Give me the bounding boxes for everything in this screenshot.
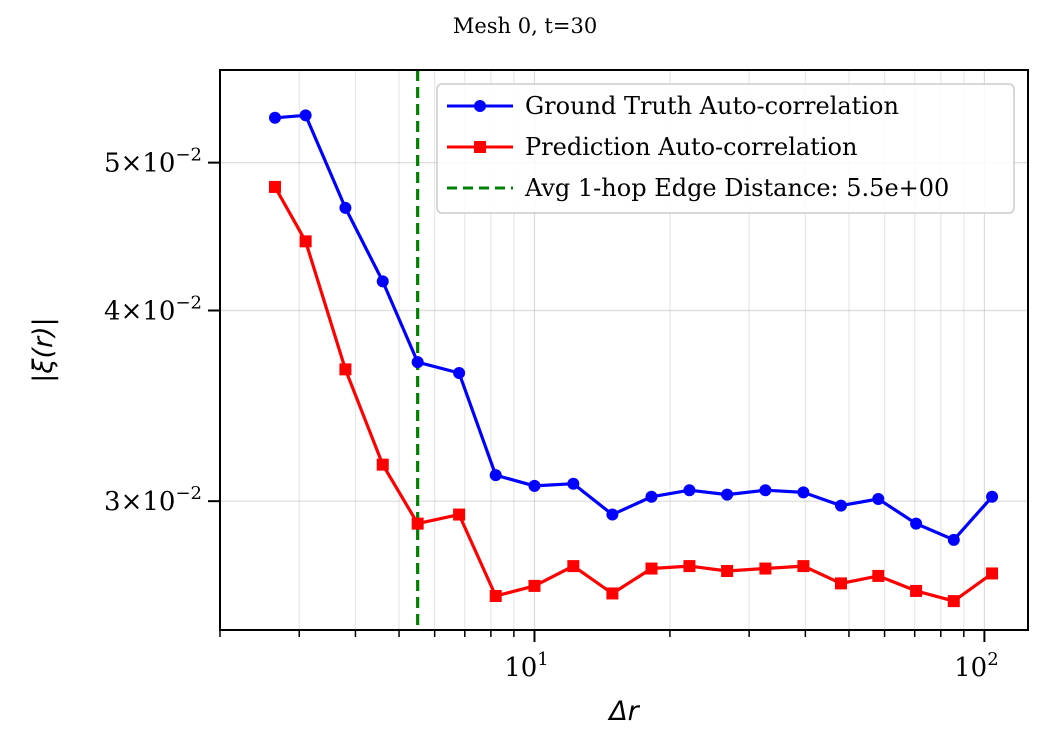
- prediction-point: [453, 508, 466, 521]
- prediction-point: [606, 587, 619, 600]
- x-ticks: 101 102: [219, 630, 999, 683]
- legend-label-edge-distance: Avg 1-hop Edge Distance: 5.5e+00: [524, 174, 949, 202]
- x-axis-label: Δr: [607, 696, 640, 727]
- x-tick-label: 101: [504, 649, 549, 683]
- legend-label-ground-truth: Ground Truth Auto-correlation: [525, 92, 899, 120]
- legend-label-prediction: Prediction Auto-correlation: [525, 133, 857, 161]
- y-tick-label: 4×10−2: [104, 293, 202, 327]
- ground-truth-point: [453, 367, 466, 380]
- legend-marker-ground-truth: [474, 100, 486, 112]
- ground-truth-point: [834, 499, 847, 512]
- prediction-point: [834, 577, 847, 590]
- prediction-point: [645, 562, 658, 575]
- y-axis-label: |ξ(r)|: [28, 317, 59, 382]
- y-tick-label: 3×10−2: [104, 483, 202, 517]
- series-layer: [268, 109, 999, 608]
- prediction-point: [528, 579, 541, 592]
- legend-box: [436, 83, 1015, 214]
- ground-truth-point: [606, 508, 619, 521]
- prediction-point: [339, 363, 352, 376]
- ground-truth-line: [274, 113, 994, 542]
- prediction-point: [947, 595, 960, 608]
- prediction-point: [489, 590, 502, 603]
- prediction-line: [273, 186, 994, 603]
- y-ticks: 3×10−2 4×10−2 5×10−2: [104, 145, 220, 517]
- prediction-point: [411, 517, 424, 530]
- prediction-point: [797, 560, 810, 573]
- ground-truth-point: [872, 492, 885, 505]
- prediction-point: [376, 458, 389, 471]
- prediction-point: [683, 560, 696, 573]
- ground-truth-point: [567, 477, 580, 490]
- prediction-point: [759, 562, 772, 575]
- ground-truth-point: [759, 484, 772, 497]
- ground-truth-point: [411, 356, 424, 369]
- prediction-point: [299, 235, 312, 248]
- ground-truth-point: [683, 484, 696, 497]
- ground-truth-point: [986, 490, 999, 503]
- ground-truth-point: [339, 201, 352, 214]
- legend: Ground Truth Auto-correlation Prediction…: [436, 83, 1015, 214]
- prediction-point: [910, 584, 923, 597]
- ground-truth-point: [910, 517, 923, 530]
- prediction-point: [721, 564, 734, 577]
- x-tick-label: 102: [954, 649, 999, 683]
- ground-truth-point: [299, 109, 312, 122]
- legend-marker-prediction: [474, 141, 486, 153]
- plot-frame: [219, 69, 1029, 631]
- prediction-point: [986, 567, 999, 580]
- ground-truth-point: [947, 533, 960, 546]
- prediction-point: [268, 180, 281, 193]
- prediction-point: [872, 569, 885, 582]
- ground-truth-point: [489, 469, 502, 482]
- chart-title: Mesh 0, t=30: [453, 14, 597, 38]
- ground-truth-point: [376, 275, 389, 288]
- prediction-point: [567, 560, 580, 573]
- ground-truth-point: [528, 479, 541, 492]
- y-tick-label: 5×10−2: [104, 145, 202, 179]
- ground-truth-point: [268, 111, 281, 124]
- ground-truth-point: [645, 490, 658, 503]
- ground-truth-point: [797, 486, 810, 499]
- ground-truth-point: [721, 488, 734, 501]
